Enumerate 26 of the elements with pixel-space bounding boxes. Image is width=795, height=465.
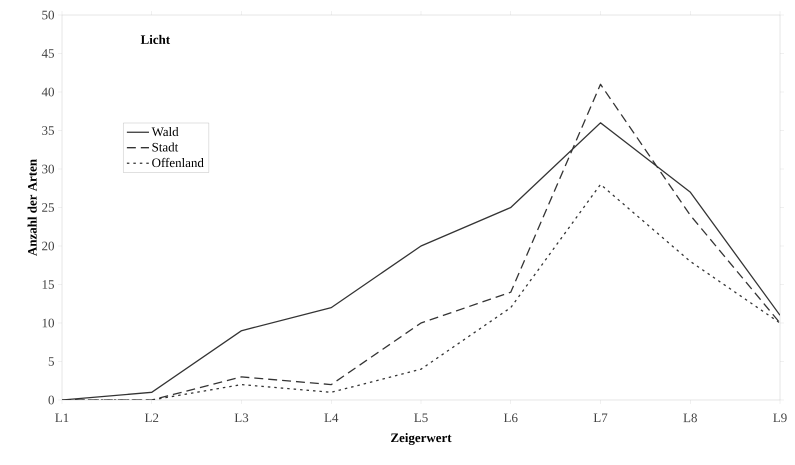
legend-label: Stadt	[152, 142, 178, 152]
x-tick-label: L7	[594, 413, 608, 422]
x-tick-label: L9	[773, 413, 787, 422]
y-tick-label: 35	[42, 126, 54, 135]
x-axis-title: Zeigerwert	[391, 433, 452, 445]
y-tick-label: 40	[42, 88, 54, 96]
text: Licht	[140, 34, 170, 44]
y-tick-label: 5	[48, 357, 54, 366]
y-tick-label: 10	[42, 318, 54, 328]
y-tick-label: 25	[42, 203, 54, 212]
x-tick-label: L6	[504, 413, 518, 422]
y-tick-label: 50	[42, 10, 54, 20]
y-tick-label: 0	[48, 396, 54, 404]
y-tick-label: 20	[42, 242, 54, 250]
x-tick-label: L3	[234, 413, 248, 422]
x-tick-label: L2	[144, 413, 158, 422]
legend-label: Wald	[152, 126, 178, 136]
y-tick-label: 45	[42, 49, 54, 58]
y-axis-title: Anzahl der Arten	[28, 159, 37, 256]
y-tick-label: 15	[42, 280, 54, 289]
x-tick-label: L4	[324, 413, 338, 422]
legend-label: Offenland	[152, 158, 204, 168]
y-tick-label: 30	[42, 164, 54, 174]
x-tick-label: L5	[414, 413, 428, 422]
x-tick-label: L1	[55, 413, 68, 422]
x-tick-label: L8	[683, 413, 697, 422]
